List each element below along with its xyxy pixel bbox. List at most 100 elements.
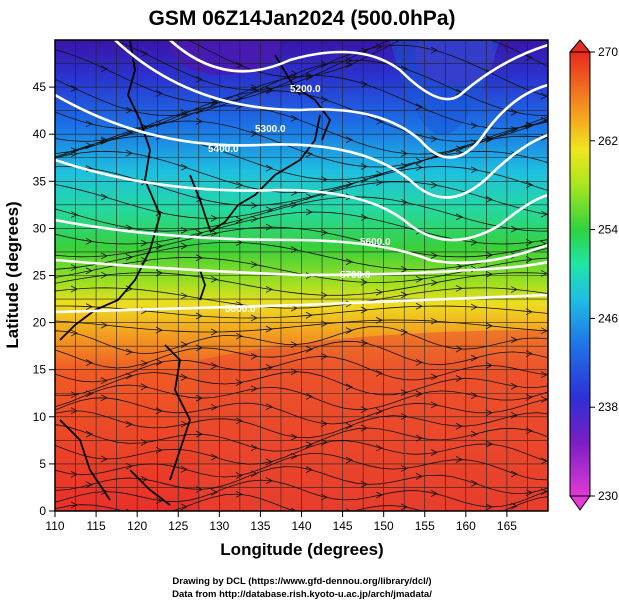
streamline <box>55 196 548 232</box>
streamline-arrow <box>125 129 133 136</box>
y-tick-label: 20 <box>33 316 47 330</box>
streamline <box>55 440 548 465</box>
streamline-arrow <box>360 480 368 488</box>
streamline-arrow <box>510 108 518 116</box>
streamline-arrow <box>85 120 93 128</box>
colorbar-tick-label: 238 <box>598 400 618 414</box>
streamline <box>55 226 548 258</box>
contour-5200 <box>169 40 548 101</box>
streamline-arrow <box>195 486 203 493</box>
streamline-arrow <box>400 291 408 299</box>
streamline-arrow <box>70 264 78 271</box>
streamline <box>55 120 548 168</box>
streamline-arrow <box>360 163 368 170</box>
streamline-arrow <box>235 216 243 224</box>
coast-korea <box>189 174 211 231</box>
streamline-arrow <box>290 70 298 78</box>
streamline-arrow <box>305 208 313 216</box>
streamline-arrow <box>470 430 478 438</box>
streamline-arrow <box>400 265 408 273</box>
streamline-arrow <box>155 446 163 454</box>
streamline-arrow <box>525 489 533 497</box>
streamline-arrow <box>471 32 477 38</box>
streamline-arrow <box>235 379 243 387</box>
streamline-arrow <box>345 508 352 511</box>
streamline-arrow <box>235 61 243 69</box>
streamline-arrow <box>470 239 478 246</box>
streamline-arrow <box>415 359 423 366</box>
streamline-arrow <box>70 211 78 218</box>
streamline-arrow <box>85 142 93 150</box>
streamline-arrow <box>455 285 463 292</box>
x-tick-label: 115 <box>87 519 106 533</box>
streamline-arrow <box>210 328 218 336</box>
streamline-arrow <box>320 353 328 360</box>
x-tick-label: 120 <box>127 519 147 533</box>
streamline-arrow <box>155 497 163 505</box>
streamline <box>55 211 548 245</box>
streamline-arrow <box>100 377 108 384</box>
colorbar-ticks: 270 262 254 246 238 230 <box>590 45 618 503</box>
streamline-arrow <box>305 345 313 353</box>
streamline-arrow <box>210 276 218 283</box>
footer-credit-dcl: Drawing by DCL (https://www.gfd-dennou.o… <box>172 576 431 587</box>
streamline-arrow <box>250 444 258 452</box>
streamline-arrow <box>70 501 78 509</box>
streamline <box>55 453 548 481</box>
contour-5400 <box>55 93 548 199</box>
streamline-arrow <box>415 275 423 283</box>
streamline-arrow <box>85 481 93 489</box>
streamline-arrow <box>430 373 438 381</box>
coast-japan <box>209 114 321 233</box>
streamline-arrow <box>155 326 163 334</box>
streamline-arrow <box>540 396 548 403</box>
streamline-arrow <box>345 57 353 64</box>
streamline-arrow <box>470 166 478 174</box>
streamline-arrow <box>290 507 298 511</box>
streamline-arrow <box>470 303 478 311</box>
streamline-arrow <box>100 321 108 329</box>
x-tick-label: 135 <box>250 519 270 533</box>
streamline-arrow <box>400 65 408 73</box>
streamline-arrow <box>210 362 218 370</box>
streamline-arrow <box>415 158 423 165</box>
colorbar-tick-label: 262 <box>598 134 618 148</box>
x-tick-label: 130 <box>209 519 229 533</box>
streamline-arrow <box>485 196 493 203</box>
streamline-arrow <box>415 473 423 480</box>
streamline-arrow <box>345 136 353 144</box>
streamline-arrow <box>180 109 188 116</box>
streamline-arrow <box>525 256 533 263</box>
streamline <box>55 340 548 369</box>
streamline-arrow <box>180 163 188 171</box>
streamline-arrow <box>265 403 273 411</box>
streamline-arrow <box>70 407 78 415</box>
streamline-arrow <box>320 291 328 299</box>
streamline-arrow <box>155 269 163 277</box>
streamline-arrow <box>210 99 218 107</box>
streamline-arrow <box>290 433 298 441</box>
plot-area: 5200.0 5300.0 5400.0 5600.0 5700.0 5800.… <box>55 32 548 511</box>
streamline-arrow <box>305 441 313 448</box>
streamline-arrow <box>265 86 273 94</box>
streamline-arrow <box>455 456 463 463</box>
streamline-arrow <box>525 427 533 435</box>
streamline-arrow <box>485 136 493 143</box>
streamline-arrow <box>510 286 518 293</box>
streamline-arrow <box>180 420 188 428</box>
streamline-arrow <box>320 96 328 104</box>
y-tick-label: 45 <box>33 80 47 94</box>
streamline-arrow <box>140 50 148 57</box>
y-tick-label: 10 <box>33 410 47 424</box>
streamline-arrow <box>525 350 533 358</box>
streamline-arrow <box>525 181 533 189</box>
x-tick-label: 125 <box>168 519 188 533</box>
y-tick-label: 0 <box>39 504 46 518</box>
streamline-arrow <box>360 278 368 286</box>
streamline-arrow <box>430 181 438 189</box>
streamline-arrow <box>360 80 368 88</box>
streamline-arrow <box>140 475 148 483</box>
streamline-arrow <box>85 237 93 245</box>
streamline-arrow <box>375 491 383 499</box>
streamline-arrow <box>320 176 328 183</box>
